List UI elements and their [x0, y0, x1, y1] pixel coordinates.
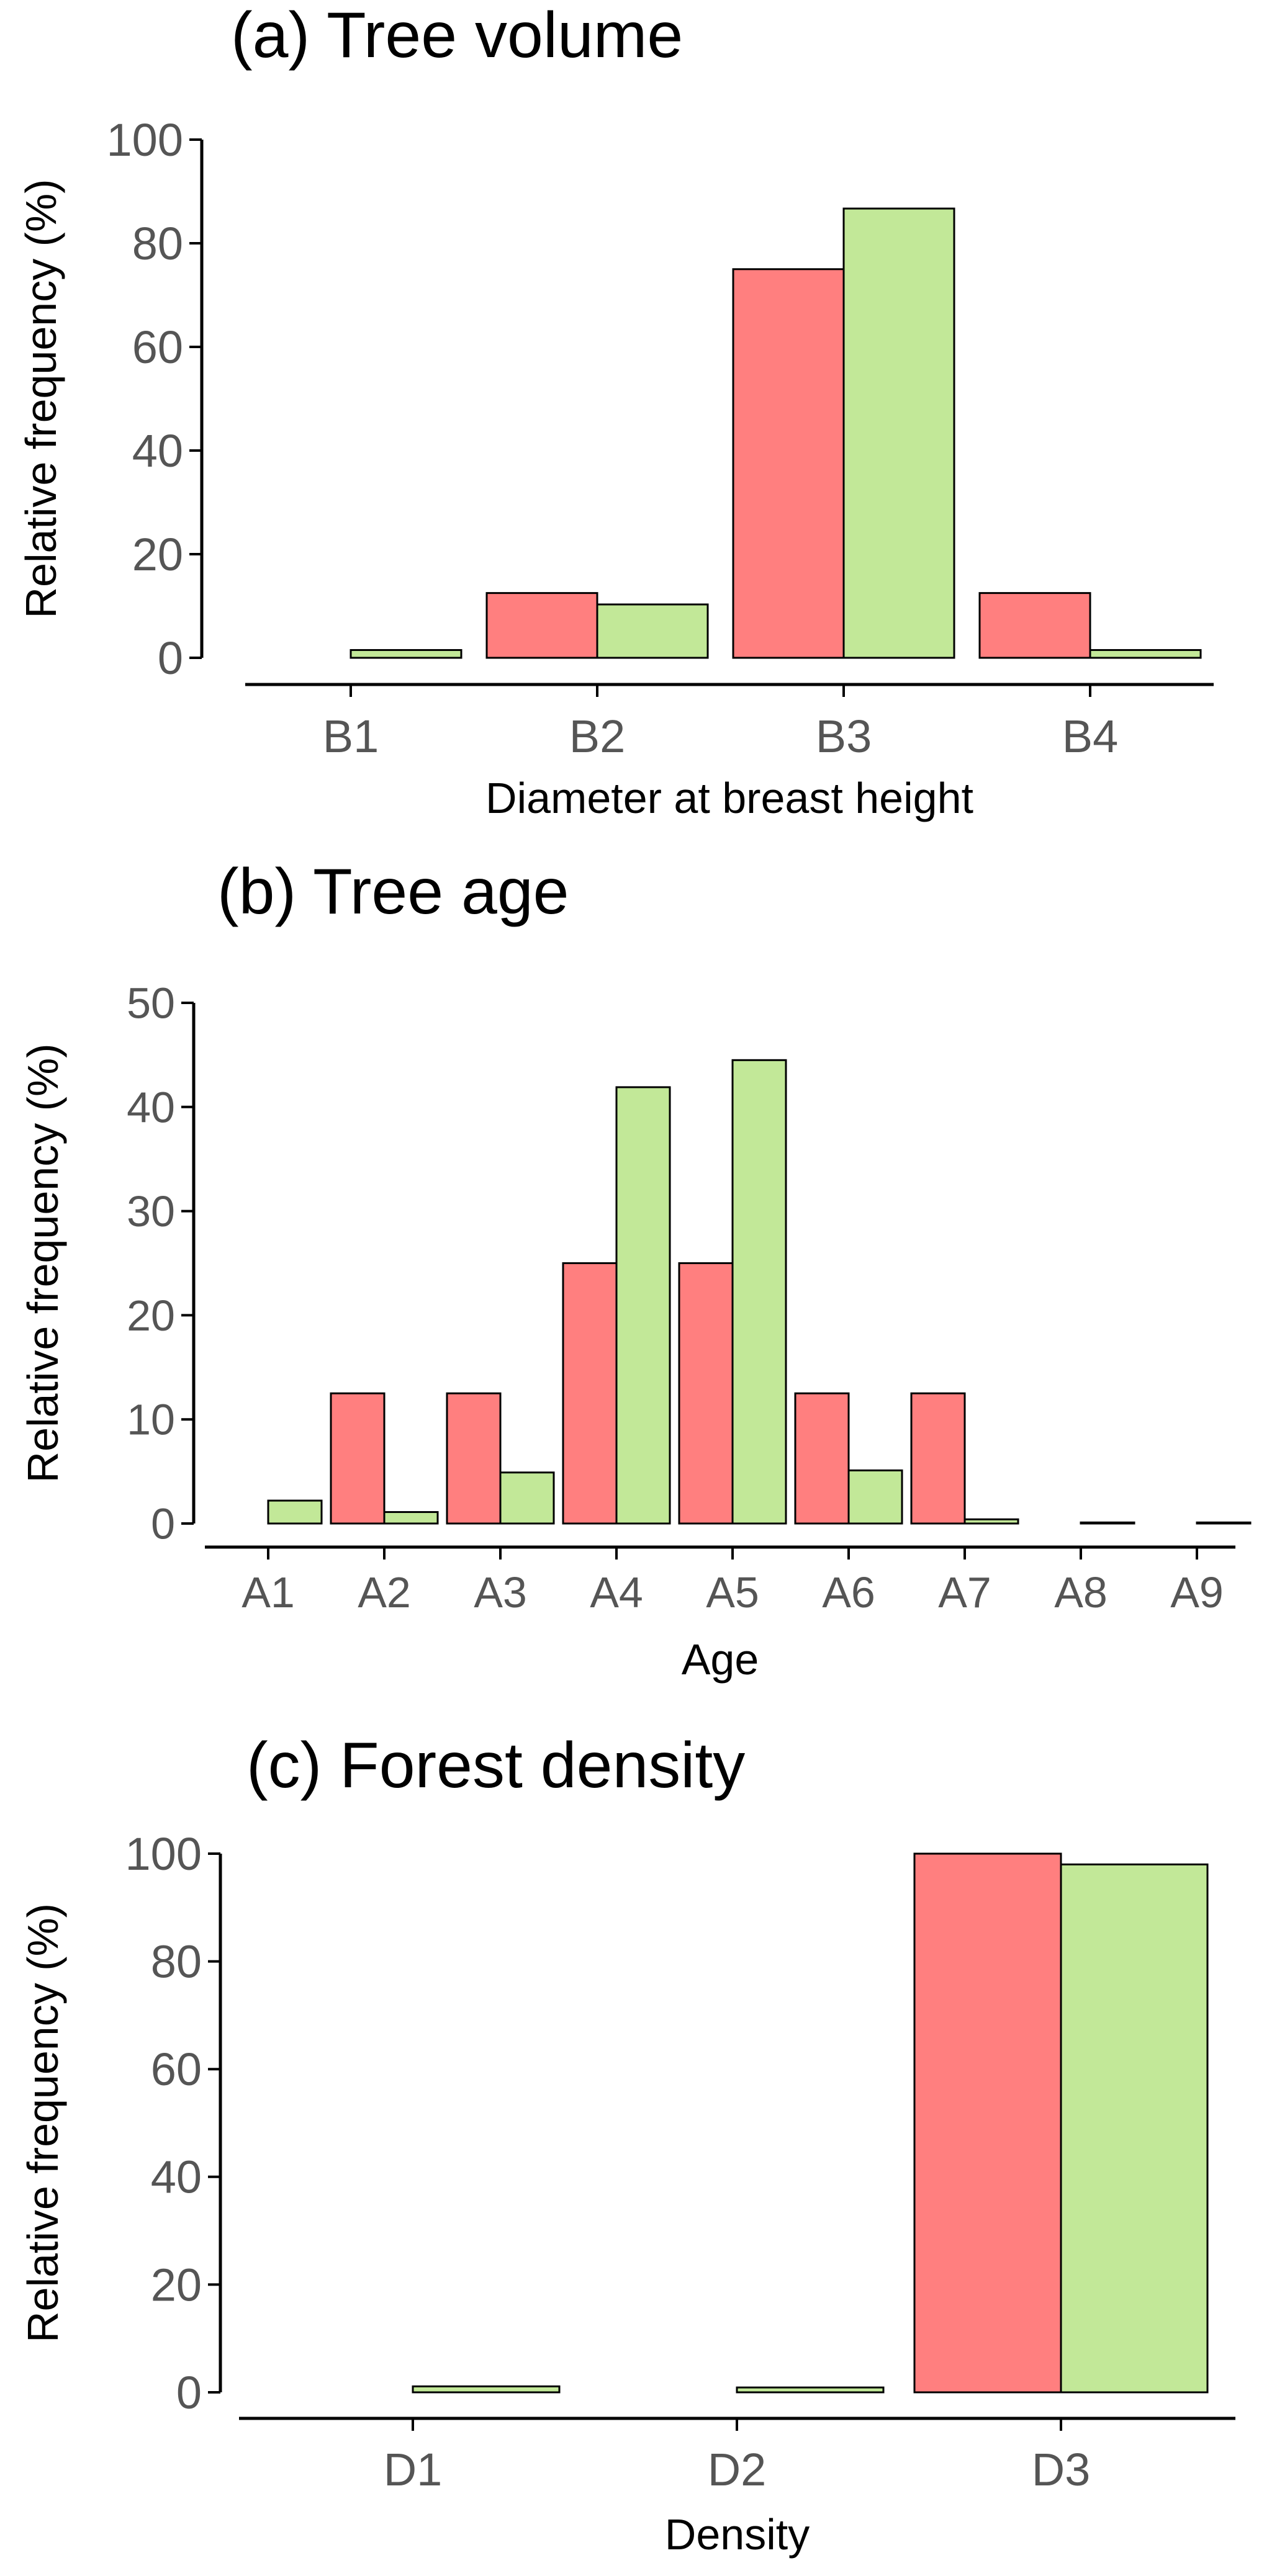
x-tick-label: D2 — [708, 2444, 767, 2495]
y-tick-label: 0 — [158, 632, 183, 684]
y-tick-label: 80 — [132, 218, 183, 269]
bar-a4-series-2 — [615, 1086, 671, 1525]
x-tick-label: D3 — [1032, 2444, 1091, 2495]
bar-a2-series-2 — [383, 1511, 439, 1525]
bar-b2-series-2 — [596, 603, 709, 659]
y-tick-label: 80 — [151, 1936, 202, 1988]
bar-a7-series-2 — [963, 1518, 1019, 1525]
chart-title: (b) Tree age — [217, 856, 569, 928]
y-tick-label: 60 — [151, 2044, 202, 2095]
y-tick-label: 10 — [127, 1396, 175, 1444]
x-tick-label: A4 — [590, 1568, 643, 1617]
x-tick-label: D1 — [384, 2444, 443, 2495]
chart-panel-2: (b) Tree age 0 10 20 30 40 50 Relative frequenc… — [19, 856, 1252, 1684]
bar-a2-series-1 — [330, 1392, 386, 1525]
x-tick-label: A8 — [1054, 1568, 1108, 1617]
y-axis-label: Relative frequency (%) — [17, 179, 65, 618]
y-tick-label: 0 — [176, 2367, 202, 2418]
chart-title: (c) Forest density — [246, 1730, 745, 1802]
x-tick-label: A9 — [1170, 1568, 1224, 1617]
chart-title: (a) Tree volume — [231, 0, 683, 71]
y-tick-label: 0 — [151, 1500, 175, 1548]
y-tick-label: 100 — [125, 1828, 202, 1880]
y-tick-label: 100 — [107, 114, 183, 166]
x-tick-label: A3 — [474, 1568, 527, 1617]
x-tick-label: B4 — [1062, 711, 1119, 762]
x-tick-label: B1 — [323, 711, 379, 762]
chart-panel-1: (a) Tree volume 0 20 40 60 80 100 Relative freq… — [17, 0, 1214, 822]
bar-d3-series-2 — [1060, 1863, 1209, 2394]
y-axis-label: Relative frequency (%) — [19, 1043, 67, 1483]
bar-a6-series-1 — [794, 1392, 850, 1525]
y-tick-label: 20 — [127, 1291, 175, 1340]
y-tick-label: 40 — [127, 1083, 175, 1131]
x-tick-label: A7 — [938, 1568, 991, 1617]
bar-a5-series-1 — [678, 1262, 734, 1525]
y-tick-label: 20 — [132, 529, 183, 580]
bar-a5-series-2 — [731, 1059, 787, 1525]
chart-panel-3: (c) Forest density 0 20 40 60 80 100 Relative f… — [19, 1730, 1235, 2559]
bar-d1-series-2 — [412, 2385, 561, 2394]
bar-b2-series-1 — [485, 592, 598, 659]
bar-a7-series-1 — [910, 1392, 966, 1525]
x-tick-label: A2 — [358, 1568, 411, 1617]
bar-a9-series-2 — [1196, 1521, 1252, 1525]
x-tick-label: A5 — [706, 1568, 759, 1617]
bar-b1-series-2 — [350, 648, 463, 659]
y-tick-label: 50 — [127, 979, 175, 1028]
y-tick-label: 40 — [132, 425, 183, 477]
bar-a6-series-2 — [847, 1469, 903, 1525]
bar-d2-series-2 — [736, 2386, 885, 2394]
x-tick-label: B3 — [816, 711, 872, 762]
bar-b3-series-1 — [732, 268, 845, 659]
x-axis-label: Age — [682, 1635, 759, 1684]
bar-d3-series-1 — [913, 1852, 1062, 2394]
bar-b4-series-2 — [1089, 648, 1202, 659]
bar-a3-series-1 — [446, 1392, 502, 1525]
bar-a3-series-2 — [499, 1471, 555, 1525]
bar-b4-series-1 — [978, 592, 1091, 659]
bar-b3-series-2 — [842, 207, 955, 659]
bar-a4-series-1 — [562, 1262, 618, 1525]
y-tick-label: 40 — [151, 2152, 202, 2203]
x-tick-label: A6 — [822, 1568, 875, 1617]
x-tick-label: A1 — [241, 1568, 295, 1617]
y-tick-label: 30 — [127, 1187, 175, 1236]
y-axis-label: Relative frequency (%) — [19, 1903, 67, 2343]
y-tick-label: 20 — [151, 2259, 202, 2310]
x-axis-label: Diameter at breast height — [485, 774, 973, 822]
bar-a8-series-2 — [1080, 1521, 1135, 1525]
x-axis-label: Density — [665, 2510, 810, 2559]
y-tick-label: 60 — [132, 321, 183, 373]
x-tick-label: B2 — [569, 711, 626, 762]
bar-a1-series-2 — [267, 1499, 323, 1525]
